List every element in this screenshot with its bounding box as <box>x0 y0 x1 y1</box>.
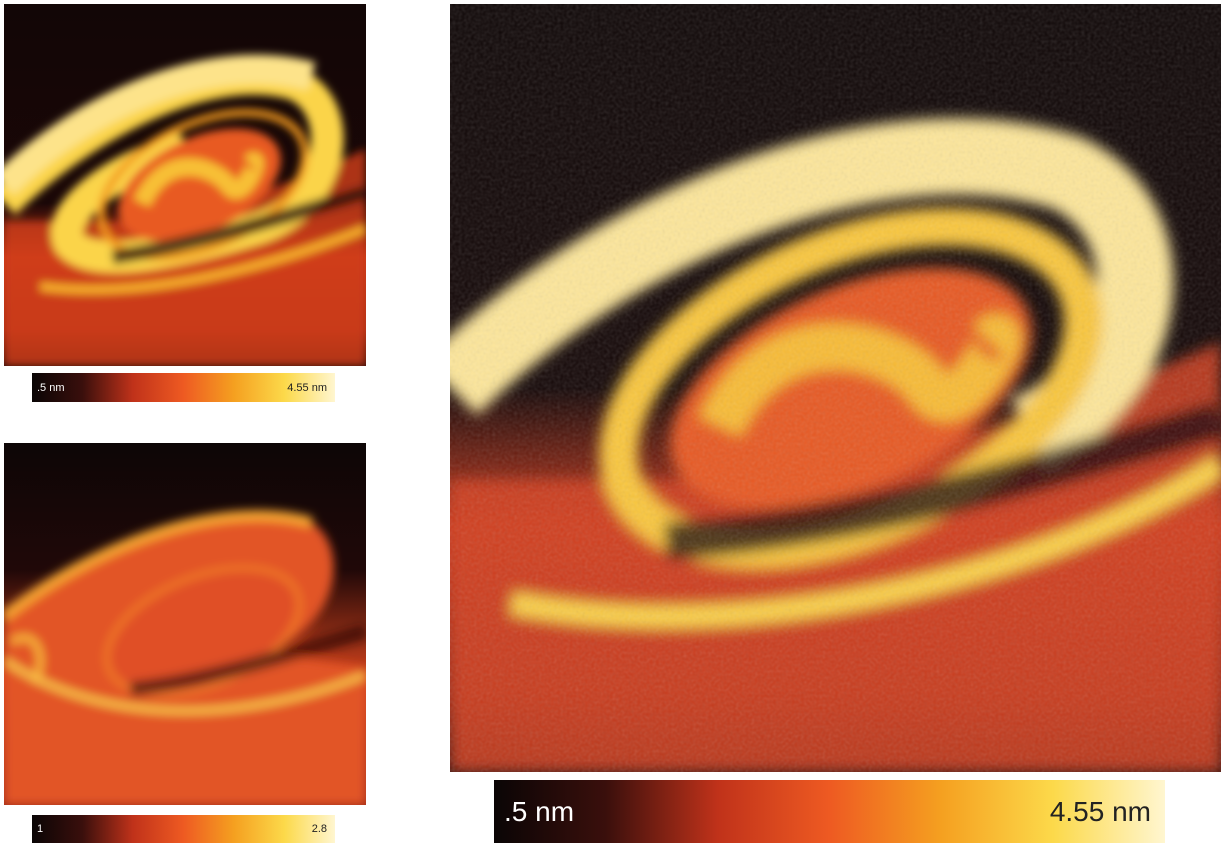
colorbar-max-label: 4.55 nm <box>287 381 327 394</box>
colorbar-small-top: .5 nm 4.55 nm <box>32 373 335 402</box>
colorbar-min-label: .5 nm <box>37 381 65 394</box>
field-image-small-bottom <box>4 443 366 805</box>
swirl-image <box>4 4 366 366</box>
field-image-small-top <box>4 4 366 366</box>
colorbar-max-label: 4.55 nm <box>1049 795 1151 827</box>
colorbar-min-label: .5 nm <box>504 795 575 827</box>
swirl-image <box>450 4 1221 772</box>
field-image-large <box>450 4 1221 772</box>
swirl-image <box>4 443 366 805</box>
colorbar-small-bottom: 1 2.8 <box>32 815 335 843</box>
colorbar-large: .5 nm 4.55 nm <box>494 780 1165 843</box>
colorbar-min-label: 1 <box>37 823 44 835</box>
colorbar-max-label: 2.8 <box>311 823 327 835</box>
